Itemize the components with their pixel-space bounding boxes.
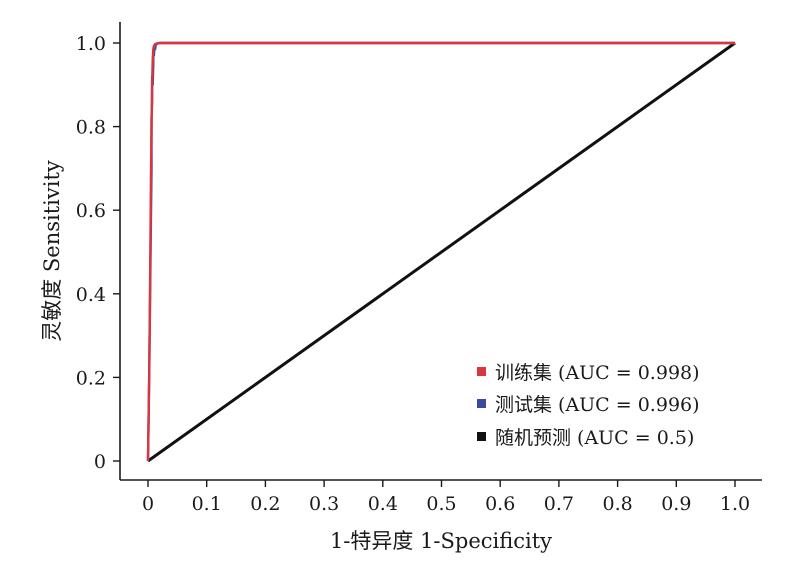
y-tick-label: 0.2 [76, 367, 106, 389]
y-tick-label: 1.0 [76, 33, 106, 55]
x-tick-label: 0.6 [485, 493, 515, 515]
y-tick-label: 0.4 [76, 284, 106, 306]
series-line-random [147, 41, 736, 463]
x-tick-label: 1.0 [720, 493, 750, 515]
legend-swatch-random [477, 432, 486, 441]
x-ticks: 0 0.1 0.2 0.3 0.4 0.5 0.6 0.7 0.8 0.9 1.0 [142, 480, 750, 515]
x-tick-label: 0.3 [309, 493, 339, 515]
y-ticks: 0 0.2 0.4 0.6 0.8 1.0 [76, 33, 120, 473]
legend: 训练集 (AUC = 0.998) 测试集 (AUC = 0.996) 随机预测… [477, 362, 700, 449]
series-line-train [146, 41, 735, 462]
y-tick-label: 0 [94, 451, 106, 473]
x-tick-label: 0.5 [426, 493, 456, 515]
legend-swatch-train [477, 367, 486, 376]
y-axis-title: 灵敏度 Sensitivity [40, 160, 64, 342]
y-tick-label: 0.8 [76, 117, 106, 139]
legend-swatch-test [477, 399, 486, 408]
x-axis-title: 1-特异度 1-Specificity [330, 529, 552, 553]
x-tick-label: 0.7 [544, 493, 574, 515]
legend-label-train: 训练集 (AUC = 0.998) [495, 362, 700, 384]
legend-label-test: 测试集 (AUC = 0.996) [495, 394, 700, 416]
legend-label-random: 随机预测 (AUC = 0.5) [495, 427, 694, 449]
x-tick-label: 0.9 [661, 493, 691, 515]
plot-area: 0 0.1 0.2 0.3 0.4 0.5 0.6 0.7 0.8 0.9 1.0 00.20.40… [76, 22, 762, 515]
y-tick-label: 0.6 [76, 200, 106, 222]
x-tick-label: 0 [142, 493, 154, 515]
x-tick-label: 0.8 [602, 493, 632, 515]
x-tick-label: 0.4 [368, 493, 398, 515]
series-lines [146, 41, 736, 463]
x-tick-label: 0.2 [250, 493, 280, 515]
x-tick-label: 0.1 [192, 493, 222, 515]
